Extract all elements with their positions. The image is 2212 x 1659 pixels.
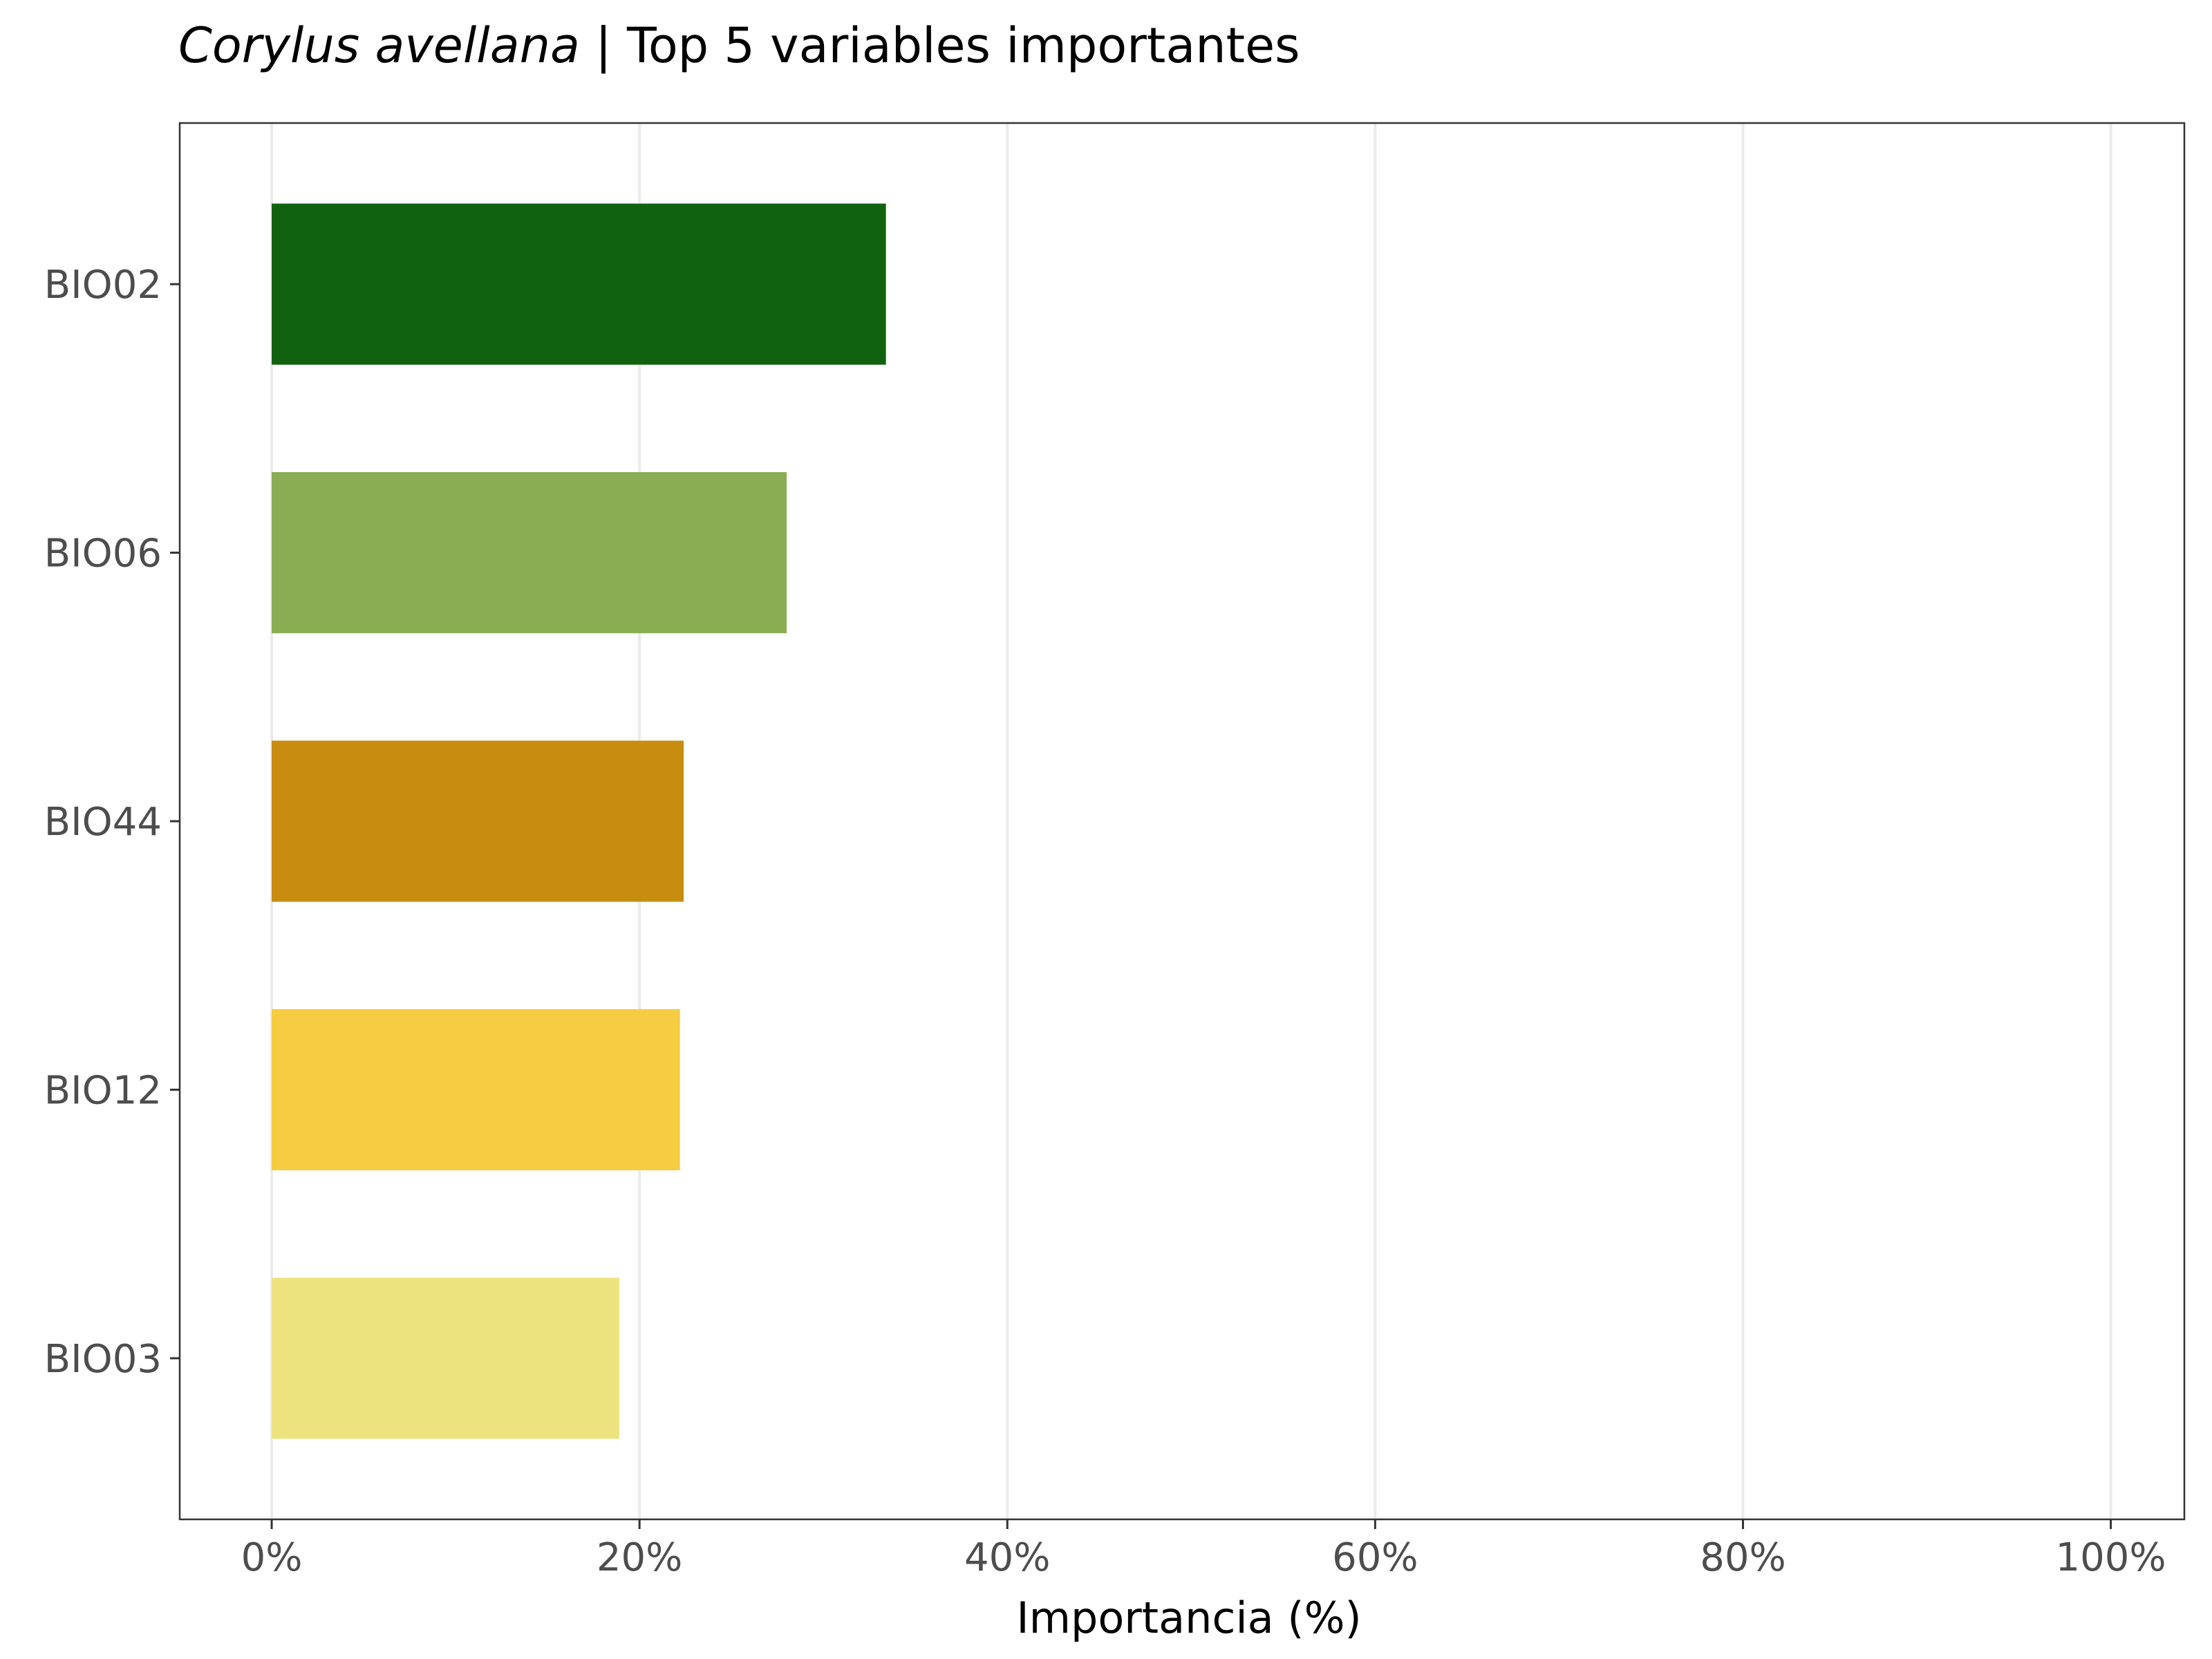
bar-bio44 <box>272 740 684 902</box>
chart-title: Corylus avellana | Top 5 variables impor… <box>178 17 1300 74</box>
y-tick-label: BIO44 <box>44 800 162 845</box>
x-tick-label: 80% <box>1700 1535 1785 1580</box>
x-tick-label: 0% <box>241 1535 303 1580</box>
x-tick-label: 40% <box>964 1535 1050 1580</box>
chart-title-species: Corylus avellana <box>178 17 580 74</box>
bars <box>272 203 886 1439</box>
y-axis: BIO02 BIO06 BIO44 BIO12 BIO03 <box>44 263 180 1382</box>
x-tick-label: 100% <box>2056 1535 2166 1580</box>
y-tick-label: BIO02 <box>44 263 162 308</box>
y-tick-label: BIO12 <box>44 1068 162 1113</box>
bar-bio06 <box>272 472 787 634</box>
y-tick-label: BIO06 <box>44 532 162 577</box>
x-tick-label: 20% <box>597 1535 682 1580</box>
bar-bio12 <box>272 1009 680 1170</box>
x-axis-title: Importancia (%) <box>1016 1593 1361 1643</box>
bar-bio03 <box>272 1277 619 1439</box>
x-axis: 0% 20% 40% 60% 80% 100% <box>241 1519 2166 1580</box>
y-tick-label: BIO03 <box>44 1337 162 1382</box>
bar-bio02 <box>272 203 886 365</box>
chart-title-rest: | Top 5 variables importantes <box>580 17 1300 74</box>
x-tick-label: 60% <box>1332 1535 1418 1580</box>
